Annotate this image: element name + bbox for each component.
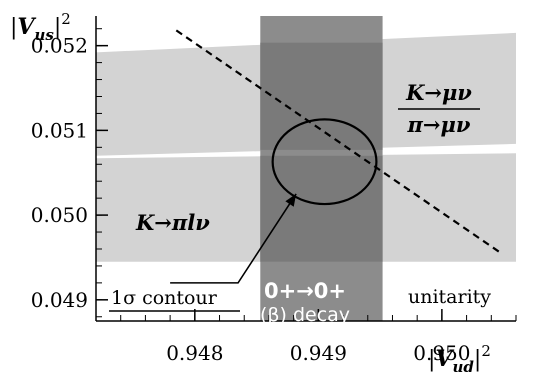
label-pi-mu-nu: π→μν [407,112,471,137]
label-unitarity: unitarity [408,286,491,308]
one-sigma-ellipse [271,118,378,206]
x-tick-label: 0.950 [413,341,470,365]
contour-arrowhead [285,193,297,207]
plot-area [96,16,516,321]
label-beta-line2: (β) decay [260,304,350,326]
y-tick-label: 0.052 [31,34,88,58]
y-axis-label: |Vus|2 [10,10,71,44]
label-beta-line1: 0+→0+ [264,279,346,303]
label-k-mu-nu: K→μν [405,80,472,105]
x-axis-label: |Vud|2 [428,342,491,375]
unitarity-line [175,29,501,254]
contour-arrow [170,193,297,284]
band-beta-overlap-lower [260,155,383,262]
y-tick-label: 0.051 [31,118,88,142]
axis-ticks: 0.948 0.949 0.950 0.049 0.050 0.051 0.052 [31,28,517,365]
y-tick-label: 0.049 [31,288,88,312]
x-tick-label: 0.948 [166,341,223,365]
x-tick-label: 0.949 [290,341,347,365]
label-sigma-contour: 1σ contour [111,287,218,309]
y-tick-label: 0.050 [31,203,88,227]
label-k-pi-l-nu: K→πlν [135,210,210,235]
